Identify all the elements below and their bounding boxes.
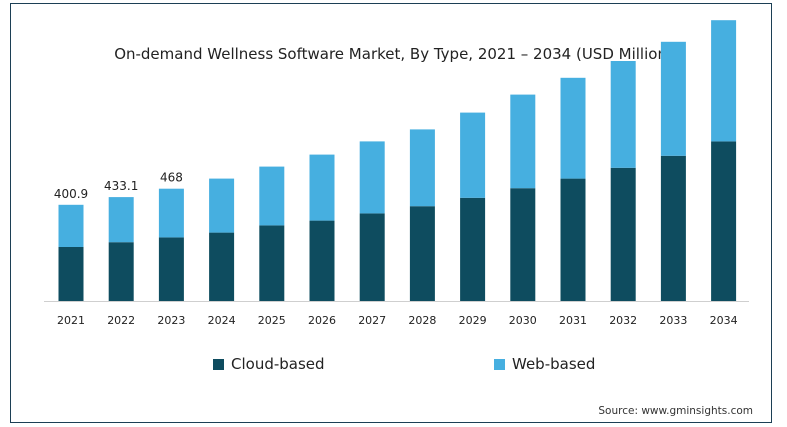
x-tick-label-2026: 2026 <box>308 314 336 327</box>
x-tick-label-2025: 2025 <box>258 314 286 327</box>
x-tick-label-2030: 2030 <box>509 314 537 327</box>
bar-web-based-2034 <box>711 20 737 142</box>
bar-cloud-based-2031 <box>560 178 586 301</box>
chart-frame <box>10 3 772 423</box>
bar-cloud-based-2022 <box>108 242 134 301</box>
x-tick-label-2027: 2027 <box>358 314 386 327</box>
bar-web-based-2027 <box>359 141 385 214</box>
legend-label-web-based: Web-based <box>512 355 596 373</box>
total-label-2021: 400.9 <box>54 187 88 201</box>
legend-label-cloud-based: Cloud-based <box>231 355 325 373</box>
bar-web-based-2031 <box>560 77 586 179</box>
legend: Cloud-based Web-based <box>0 355 787 375</box>
bar-web-based-2024 <box>209 178 235 233</box>
bar-cloud-based-2026 <box>309 220 335 301</box>
bar-cloud-based-2033 <box>660 155 686 301</box>
bar-web-based-2021 <box>58 204 84 247</box>
x-tick-label-2029: 2029 <box>459 314 487 327</box>
legend-swatch-cloud-based <box>213 358 224 370</box>
bar-web-based-2033 <box>660 41 686 156</box>
legend-item-web-based: Web-based <box>494 355 595 373</box>
x-tick-label-2034: 2034 <box>710 314 738 327</box>
x-tick-label-2031: 2031 <box>559 314 587 327</box>
bar-cloud-based-2028 <box>409 206 435 301</box>
x-tick-label-2023: 2023 <box>157 314 185 327</box>
x-tick-label-2033: 2033 <box>659 314 687 327</box>
x-tick-label-2022: 2022 <box>107 314 135 327</box>
legend-swatch-web-based <box>494 358 505 370</box>
x-tick-label-2021: 2021 <box>57 314 85 327</box>
bar-cloud-based-2027 <box>359 213 385 301</box>
bar-web-based-2025 <box>259 166 285 226</box>
total-label-2022: 433.1 <box>104 179 138 193</box>
bar-web-based-2030 <box>510 94 536 189</box>
total-label-2023: 468 <box>160 171 183 185</box>
x-tick-label-2024: 2024 <box>208 314 236 327</box>
bar-cloud-based-2024 <box>209 232 235 301</box>
chart-title: On-demand Wellness Software Market, By T… <box>114 45 673 63</box>
bar-web-based-2029 <box>460 112 486 198</box>
bar-web-based-2023 <box>158 188 184 238</box>
bar-web-based-2022 <box>108 197 134 243</box>
bar-cloud-based-2032 <box>610 167 636 301</box>
x-tick-label-2028: 2028 <box>408 314 436 327</box>
bar-web-based-2028 <box>409 129 435 207</box>
bar-cloud-based-2029 <box>460 197 486 301</box>
bar-cloud-based-2030 <box>510 188 536 301</box>
bar-web-based-2032 <box>610 61 636 168</box>
x-tick-label-2032: 2032 <box>609 314 637 327</box>
bar-cloud-based-2025 <box>259 225 285 301</box>
legend-item-cloud-based: Cloud-based <box>213 355 325 373</box>
bar-cloud-based-2034 <box>711 141 737 301</box>
bar-cloud-based-2021 <box>58 247 84 301</box>
bar-cloud-based-2023 <box>158 237 184 301</box>
source-note: Source: www.gminsights.com <box>598 405 753 417</box>
bar-web-based-2026 <box>309 154 335 221</box>
